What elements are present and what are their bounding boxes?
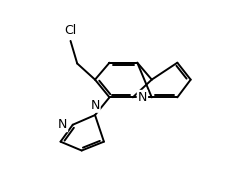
Text: N: N [90,99,100,112]
Text: Cl: Cl [64,24,77,37]
Text: N: N [138,91,147,104]
Text: N: N [58,118,67,131]
